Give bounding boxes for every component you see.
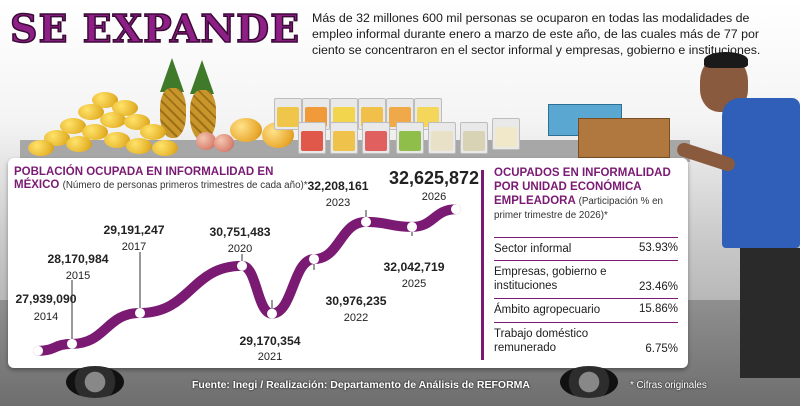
row-value: 15.86% — [638, 303, 678, 315]
source-footer: Fuente: Inegi / Realización: Departament… — [192, 379, 530, 391]
cart-wheel-left — [66, 366, 124, 398]
year-tick-label: 2022 — [344, 312, 368, 324]
chart-subtitle: (Número de personas primeros trimestres … — [62, 180, 308, 191]
table-subtitle: (Participación % en primer trimestre de … — [494, 196, 663, 221]
table-row: Trabajo doméstico remunerado 6.75% — [494, 322, 678, 359]
year-tick-label: 2025 — [402, 278, 426, 290]
table-row: Sector informal 53.93% — [494, 237, 678, 260]
data-label: 32,042,719 — [384, 260, 445, 274]
panel-divider — [481, 170, 484, 360]
year-tick-label: 2023 — [326, 197, 350, 209]
row-value: 53.93% — [638, 242, 678, 254]
data-label: 29,170,354 — [240, 334, 301, 348]
row-label: Empresas, gobierno e instituciones — [494, 266, 607, 292]
data-point — [451, 204, 461, 215]
data-point — [33, 345, 43, 356]
headline: SE EXPANDE — [9, 5, 301, 52]
row-value: 23.46% — [638, 281, 678, 293]
header-summary: Más de 32 millones 600 mil personas se o… — [312, 11, 761, 57]
data-point — [67, 338, 77, 349]
data-label: 30,751,483 — [210, 225, 271, 239]
data-point — [309, 254, 319, 265]
year-tick-label: 2017 — [122, 241, 146, 253]
year-tick-label: 2020 — [228, 243, 252, 255]
footnote: * Cifras originales — [630, 380, 707, 391]
year-tick-label: 2014 — [34, 311, 58, 323]
data-label: 32,208,161 — [308, 179, 369, 193]
row-label: Sector informal — [494, 243, 572, 255]
data-point — [237, 260, 247, 271]
data-label: 32,625,872 — [389, 168, 479, 188]
row-label: Ámbito agropecuario — [494, 304, 601, 316]
row-label: Trabajo doméstico remunerado — [494, 328, 589, 354]
chart-title-text: POBLACIÓN OCUPADA EN INFORMALIDAD EN MÉX… — [14, 166, 274, 191]
data-point — [361, 216, 371, 227]
year-tick-label: 2026 — [422, 191, 446, 203]
data-point — [407, 221, 417, 232]
data-point — [135, 307, 145, 318]
chart-title: POBLACIÓN OCUPADA EN INFORMALIDAD EN MÉX… — [14, 166, 314, 192]
data-point — [267, 308, 277, 319]
data-label: 30,976,235 — [326, 294, 387, 308]
table-row: Empresas, gobierno e instituciones 23.46… — [494, 260, 678, 296]
row-value: 6.75% — [645, 343, 678, 355]
data-label: 28,170,984 — [48, 252, 109, 266]
table-row: Ámbito agropecuario 15.86% — [494, 298, 678, 321]
cart-wheel-right — [560, 366, 618, 398]
data-label: 29,191,247 — [104, 223, 165, 237]
year-tick-label: 2021 — [258, 351, 282, 363]
table-title-emphasis: EMPLEADORA — [494, 195, 576, 207]
wooden-crate — [578, 118, 670, 158]
data-label: 27,939,090 — [16, 292, 77, 306]
table-title: OCUPADOS EN INFORMALIDAD POR UNIDAD ECON… — [494, 166, 684, 222]
year-tick-label: 2015 — [66, 270, 90, 282]
table-title-text: OCUPADOS EN INFORMALIDAD POR UNIDAD ECON… — [494, 167, 671, 193]
info-panel — [8, 158, 688, 368]
